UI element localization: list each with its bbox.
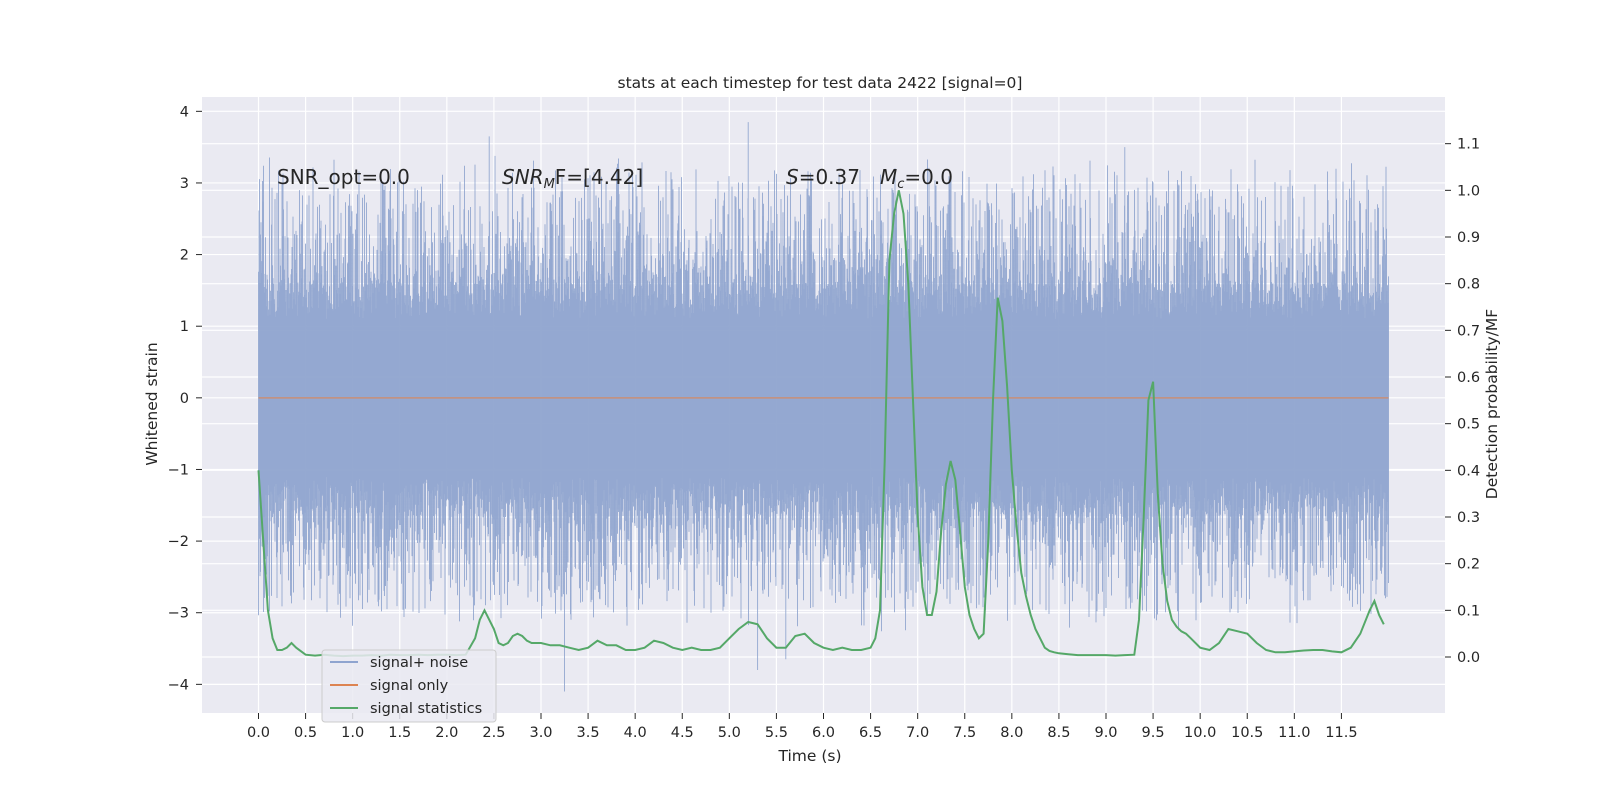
x-tick-label: 9.5 [1142,725,1165,741]
x-tick-label: 7.0 [906,725,929,741]
legend-box [321,649,497,723]
legend-label-signal-noise: signal+ noise [370,655,468,671]
y-axis-ticks: 4 3 2 1 0 −1 −2 −3 −4 [168,104,202,693]
x-tick-label: 1.0 [341,725,364,741]
x-tick-label: 4.5 [671,725,694,741]
mc-subscript: c [897,177,904,192]
y2-tick-label: 0.8 [1457,277,1480,293]
x-tick-label: 5.0 [718,725,741,741]
x-tick-label: 8.5 [1047,725,1070,741]
y-tick-label: 2 [180,248,189,264]
x-tick-label: 7.5 [953,725,976,741]
x-tick-label: 3.5 [577,725,600,741]
x-tick-label: 10.0 [1184,725,1216,741]
signal-noise-trace [258,122,1389,692]
y2-tick-label: 0.3 [1457,510,1480,526]
x-tick-label: 9.0 [1094,725,1117,741]
annotation-s: S=0.37 [786,165,860,189]
y2-axis-ticks: 1.1 1.0 0.9 0.8 0.7 0.6 0.5 0.4 0.3 0.2 0.1 0.0 [1445,137,1480,666]
x-axis-ticks: 0.0 0.5 1.0 1.5 2.0 2.5 3.0 3.5 4.0 4.5 5.0 5.5 6.0 6… [247,713,1358,741]
y-tick-label: 4 [180,104,189,120]
x-tick-label: 11.5 [1325,725,1357,741]
y2-tick-label: 0.1 [1457,603,1480,619]
y-tick-label: 3 [180,176,189,192]
series-signal-noise [258,122,1389,692]
s-symbol: S [786,165,799,189]
y-tick-label: −4 [168,677,189,693]
y2-tick-label: 0.6 [1457,370,1480,386]
annotation-snr-opt: SNR_opt=0.0 [277,165,410,189]
y2-tick-label: 0.0 [1457,650,1480,666]
y2-tick-label: 0.9 [1457,230,1480,246]
y2-tick-label: 1.1 [1457,137,1480,153]
legend-label-signal-only: signal only [370,678,449,694]
legend: signal+ noise signal only signal statist… [321,649,497,723]
y2-axis-label: Detection probability/MF [1483,309,1501,500]
x-tick-label: 2.0 [435,725,458,741]
x-tick-label: 5.5 [765,725,788,741]
y2-tick-label: 0.5 [1457,417,1480,433]
y2-tick-label: 0.7 [1457,323,1480,339]
x-tick-label: 0.0 [247,725,270,741]
snr-mf-prefix: SNR [502,165,544,189]
mc-symbol: M [880,165,897,189]
y2-tick-label: 0.4 [1457,463,1480,479]
annotation-mc: Mc=0.0 [880,165,953,192]
y-tick-label: 0 [180,391,189,407]
s-value: =0.37 [799,165,860,189]
x-tick-label: 6.5 [859,725,882,741]
x-tick-label: 6.0 [812,725,835,741]
x-tick-label: 0.5 [294,725,317,741]
legend-label-signal-statistics: signal statistics [370,701,482,717]
y-tick-label: 1 [180,319,189,335]
y-axis-label: Whitened strain [143,342,161,465]
y-tick-label: −1 [168,462,189,478]
x-tick-label: 4.0 [624,725,647,741]
x-tick-label: 2.5 [482,725,505,741]
y2-tick-label: 0.2 [1457,557,1480,573]
snr-mf-suffix: F=[4.42] [555,165,643,189]
chart-title: stats at each timestep for test data 242… [618,74,1023,92]
x-axis-label: Time (s) [777,747,841,765]
x-tick-label: 3.0 [529,725,552,741]
annotation-snr-mf: SNRMF=[4.42] [502,165,643,192]
x-tick-label: 11.0 [1278,725,1310,741]
mc-value: =0.0 [904,165,953,189]
x-tick-label: 1.5 [388,725,411,741]
y2-tick-label: 1.0 [1457,183,1480,199]
y-tick-label: −2 [168,534,189,550]
y-tick-label: −3 [168,606,189,622]
x-tick-label: 8.0 [1000,725,1023,741]
x-tick-label: 10.5 [1231,725,1263,741]
snr-mf-subscript: M [544,177,555,192]
